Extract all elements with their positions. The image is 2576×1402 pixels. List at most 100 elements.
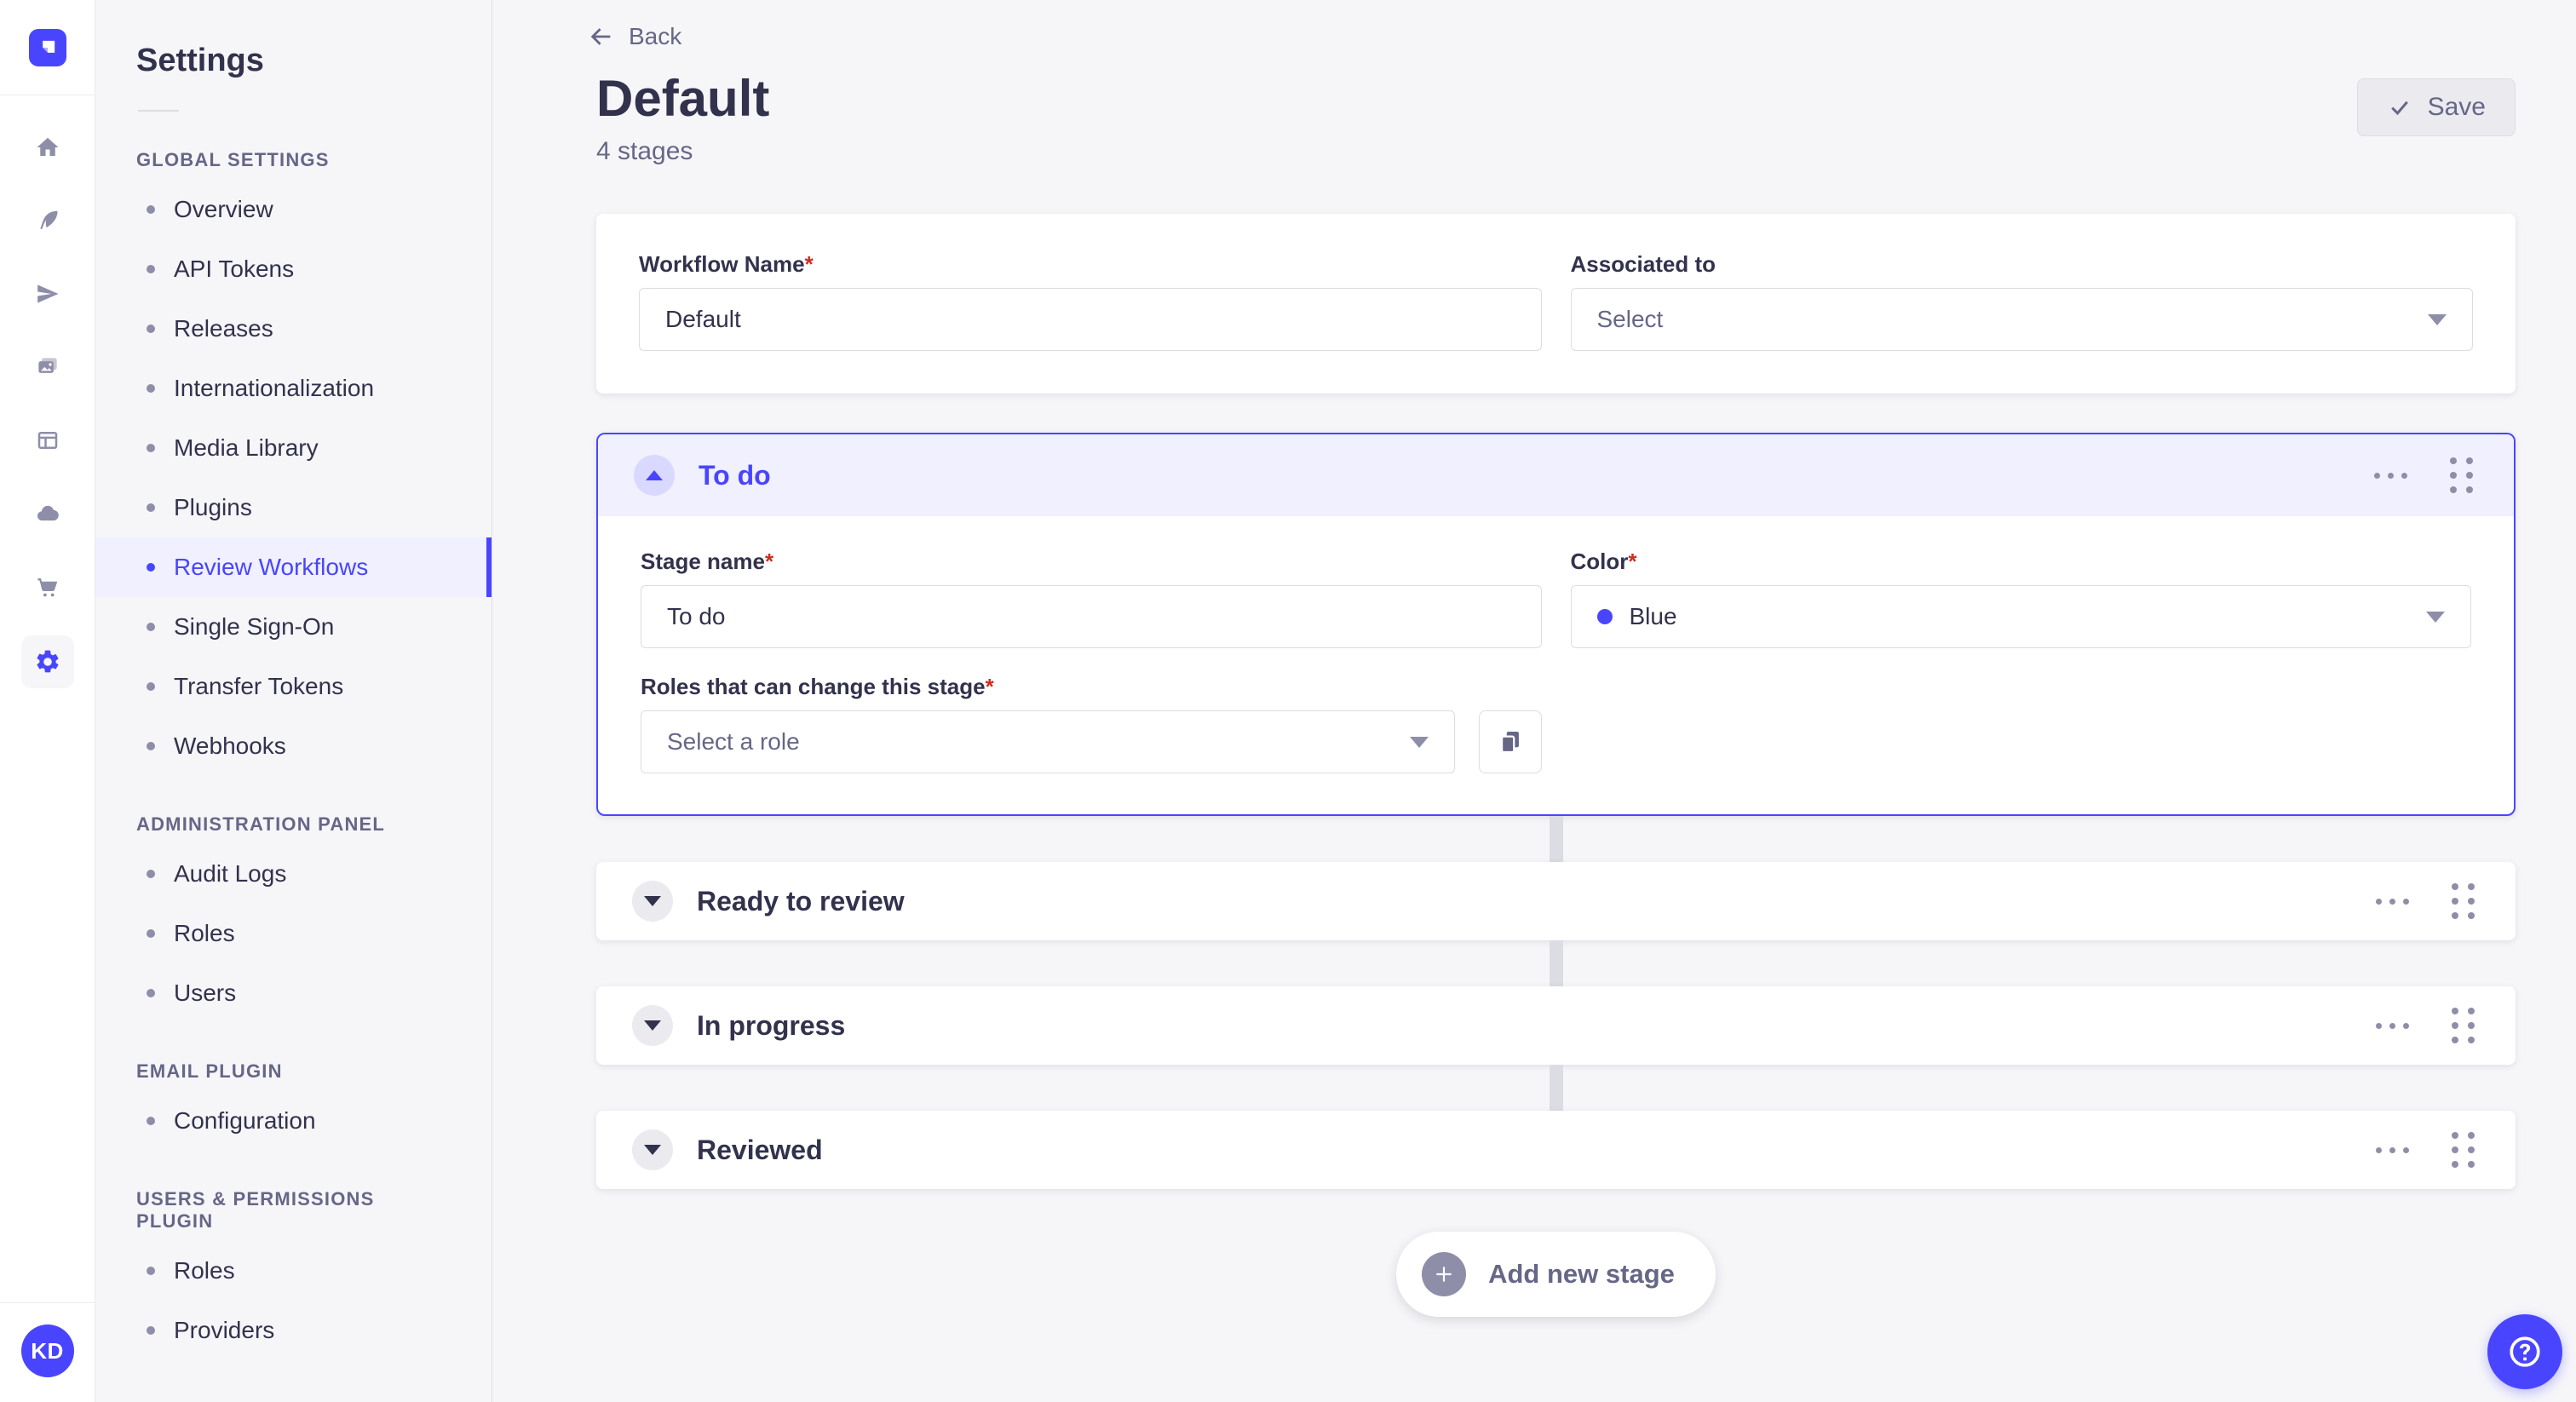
strapi-logo[interactable] bbox=[28, 28, 66, 66]
sidebar-item-overview[interactable]: Overview bbox=[95, 180, 492, 239]
section-label-email-plugin: EMAIL PLUGIN bbox=[136, 1060, 283, 1082]
more-options-icon[interactable] bbox=[2372, 890, 2412, 913]
sidebar-item-email-configuration[interactable]: Configuration bbox=[95, 1091, 492, 1151]
stage-color-select[interactable]: Blue bbox=[1570, 585, 2471, 648]
workflow-name-label: Workflow Name* bbox=[639, 251, 1542, 278]
stage-roles-select[interactable]: Select a role bbox=[641, 710, 1455, 773]
label-text: Stage name bbox=[641, 549, 765, 574]
bullet-icon bbox=[147, 205, 155, 214]
stage-connector bbox=[1549, 1065, 1563, 1111]
sidebar-item-internationalization[interactable]: Internationalization bbox=[95, 359, 492, 418]
user-avatar[interactable]: KD bbox=[20, 1324, 74, 1377]
sidebar-item-label: Overview bbox=[174, 196, 273, 222]
sidebar-item-single-sign-on[interactable]: Single Sign-On bbox=[95, 597, 492, 657]
stage-name-label: Stage name* bbox=[641, 549, 1542, 575]
main-nav-rail: KD bbox=[0, 0, 95, 1402]
sidebar-item-webhooks[interactable]: Webhooks bbox=[95, 716, 492, 776]
help-button[interactable] bbox=[2487, 1314, 2562, 1389]
stage-header-actions bbox=[2372, 1127, 2480, 1173]
layout-window-icon[interactable] bbox=[35, 428, 60, 453]
plus-icon bbox=[1422, 1252, 1467, 1296]
sidebar-item-label: Audit Logs bbox=[174, 860, 287, 887]
sidebar-item-releases[interactable]: Releases bbox=[95, 299, 492, 359]
home-icon[interactable] bbox=[35, 135, 60, 160]
duplicate-stage-button[interactable] bbox=[1478, 710, 1542, 773]
sidebar-item-admin-users[interactable]: Users bbox=[95, 963, 492, 1023]
stage-name-field: Stage name* bbox=[641, 549, 1542, 648]
duplicate-icon bbox=[1500, 731, 1519, 754]
expand-stage-button[interactable] bbox=[632, 1005, 673, 1046]
chevron-down-icon bbox=[2428, 313, 2447, 325]
save-label: Save bbox=[2427, 93, 2486, 121]
save-button[interactable]: Save bbox=[2356, 78, 2516, 136]
stage-title: Ready to review bbox=[697, 885, 905, 916]
stage-color-label: Color* bbox=[1571, 549, 2472, 575]
more-options-icon[interactable] bbox=[2372, 1139, 2412, 1162]
page-header: Default 4 stages Save bbox=[596, 72, 2516, 166]
add-stage-label: Add new stage bbox=[1488, 1259, 1675, 1289]
associated-to-field: Associated to Select bbox=[1570, 251, 2473, 351]
sidebar-item-up-roles[interactable]: Roles bbox=[95, 1241, 492, 1301]
more-options-icon[interactable] bbox=[2372, 1014, 2412, 1037]
sidebar-item-label: Single Sign-On bbox=[174, 613, 335, 640]
sidebar-item-api-tokens[interactable]: API Tokens bbox=[95, 239, 492, 299]
sidebar-item-label: Roles bbox=[174, 1257, 235, 1284]
nav-list-global-settings: Overview API Tokens Releases Internation… bbox=[95, 180, 492, 776]
stage-count: 4 stages bbox=[596, 137, 693, 165]
marketplace-cart-icon[interactable] bbox=[35, 574, 60, 600]
nav-list-administration-panel: Audit Logs Roles Users bbox=[95, 844, 492, 1023]
content-builder-feather-icon[interactable] bbox=[35, 208, 60, 233]
nav-list-email-plugin: Configuration bbox=[95, 1091, 492, 1151]
expand-stage-button[interactable] bbox=[632, 1129, 673, 1170]
stage-header-to-do: To do bbox=[598, 434, 2514, 516]
sidebar-item-label: Roles bbox=[174, 920, 235, 946]
nav-list-users-permissions-plugin: Roles Providers bbox=[95, 1241, 492, 1360]
main-content[interactable]: Back Default 4 stages Save Workflow Name… bbox=[492, 0, 2576, 1402]
settings-nav-tile[interactable] bbox=[20, 635, 74, 688]
bullet-icon bbox=[147, 1267, 155, 1275]
drag-handle-icon[interactable] bbox=[2445, 452, 2478, 498]
settings-subnav: Settings GLOBAL SETTINGS Overview API To… bbox=[95, 0, 492, 1402]
sidebar-item-audit-logs[interactable]: Audit Logs bbox=[95, 844, 492, 904]
sidebar-item-media-library[interactable]: Media Library bbox=[95, 418, 492, 478]
stage-roles-row: Roles that can change this stage* Select… bbox=[641, 674, 1542, 773]
associated-to-select[interactable]: Select bbox=[1570, 288, 2473, 351]
bullet-icon bbox=[147, 1326, 155, 1335]
sidebar-item-review-workflows[interactable]: Review Workflows bbox=[95, 537, 492, 597]
workflow-name-field: Workflow Name* bbox=[639, 251, 1542, 351]
strapi-logo-glyph bbox=[42, 40, 55, 53]
label-text: Workflow Name bbox=[639, 251, 805, 277]
cloud-icon[interactable] bbox=[35, 501, 60, 526]
stage-title: To do bbox=[699, 459, 771, 491]
chevron-up-icon bbox=[646, 470, 663, 480]
drag-handle-icon[interactable] bbox=[2447, 1127, 2480, 1173]
drag-handle-icon[interactable] bbox=[2447, 878, 2480, 924]
stage-name-input[interactable] bbox=[641, 585, 1542, 648]
sidebar-item-up-providers[interactable]: Providers bbox=[95, 1301, 492, 1360]
label-text: Associated to bbox=[1570, 251, 1716, 277]
required-marker: * bbox=[764, 549, 774, 574]
subnav-divider bbox=[138, 110, 179, 112]
bullet-icon bbox=[147, 623, 155, 631]
sidebar-item-label: Media Library bbox=[174, 434, 319, 461]
sidebar-item-label: Webhooks bbox=[174, 733, 286, 759]
stage-roles-label: Roles that can change this stage* bbox=[641, 674, 1455, 700]
sidebar-item-transfer-tokens[interactable]: Transfer Tokens bbox=[95, 657, 492, 716]
bullet-icon bbox=[147, 265, 155, 273]
expand-stage-button[interactable] bbox=[632, 881, 673, 922]
bullet-icon bbox=[147, 989, 155, 997]
sidebar-item-admin-roles[interactable]: Roles bbox=[95, 904, 492, 963]
media-library-pictures-icon[interactable] bbox=[35, 354, 60, 380]
section-label-users-permissions-plugin: USERS & PERMISSIONS PLUGIN bbox=[136, 1188, 375, 1232]
drag-handle-icon[interactable] bbox=[2447, 1003, 2480, 1049]
color-option: Blue bbox=[1596, 603, 1677, 630]
back-link[interactable]: Back bbox=[586, 22, 681, 51]
add-new-stage-button[interactable]: Add new stage bbox=[1396, 1232, 1716, 1317]
section-label-administration-panel: ADMINISTRATION PANEL bbox=[136, 813, 386, 835]
more-options-icon[interactable] bbox=[2371, 464, 2411, 487]
bullet-icon bbox=[147, 325, 155, 333]
sidebar-item-plugins[interactable]: Plugins bbox=[95, 478, 492, 537]
workflow-name-input[interactable] bbox=[639, 288, 1542, 351]
send-plane-icon[interactable] bbox=[35, 281, 60, 307]
collapse-stage-button[interactable] bbox=[634, 455, 675, 496]
